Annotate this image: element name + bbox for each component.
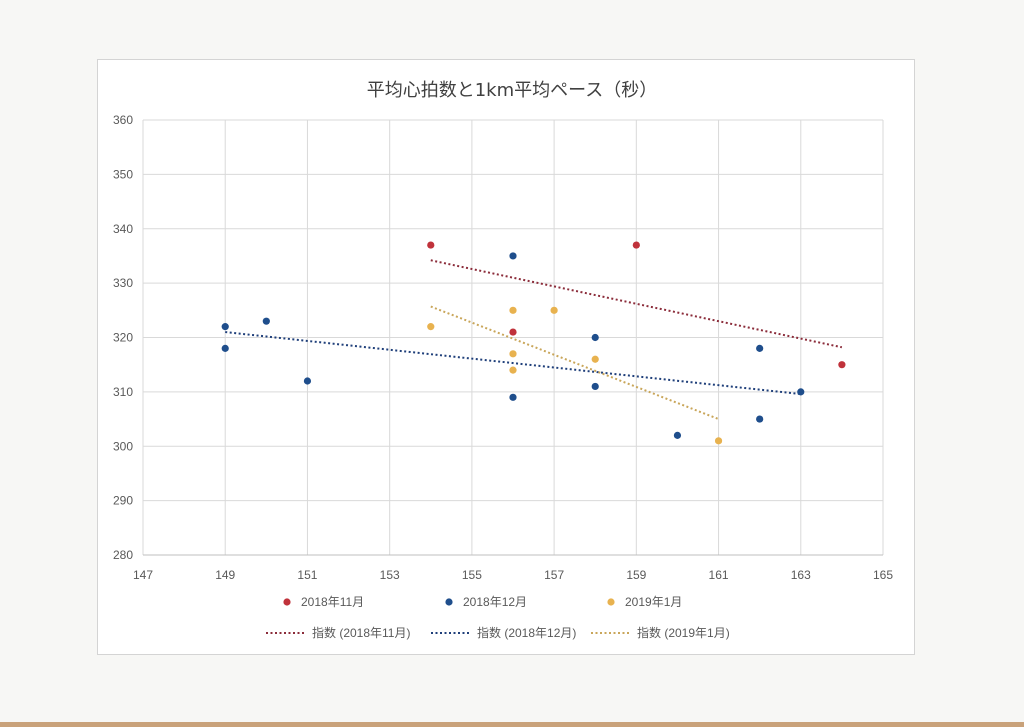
x-tick-label: 153 bbox=[380, 568, 400, 582]
x-tick-label: 149 bbox=[215, 568, 235, 582]
data-point bbox=[591, 382, 599, 391]
x-tick-label: 147 bbox=[133, 568, 153, 582]
data-point bbox=[509, 252, 517, 260]
data-point bbox=[550, 306, 558, 314]
y-tick-label: 310 bbox=[113, 385, 133, 399]
data-point bbox=[509, 350, 517, 358]
data-point bbox=[797, 388, 805, 396]
x-tick-label: 159 bbox=[626, 568, 646, 582]
x-tick-label: 155 bbox=[462, 568, 482, 582]
data-point bbox=[509, 393, 517, 401]
y-tick-label: 300 bbox=[113, 439, 133, 453]
legend-marker bbox=[283, 598, 291, 606]
y-tick-label: 280 bbox=[113, 548, 133, 562]
data-point bbox=[591, 355, 599, 363]
data-point bbox=[838, 361, 846, 369]
data-point bbox=[714, 437, 723, 445]
table-edge bbox=[0, 722, 1024, 727]
x-tick-label: 151 bbox=[297, 568, 317, 582]
legend-label: 指数 (2018年12月) bbox=[477, 625, 576, 640]
y-tick-label: 290 bbox=[113, 494, 133, 508]
y-tick-label: 360 bbox=[113, 113, 133, 127]
legend-label: 指数 (2019年1月) bbox=[637, 625, 730, 640]
trendline bbox=[430, 305, 719, 420]
y-tick-label: 340 bbox=[113, 222, 133, 236]
data-point bbox=[591, 333, 599, 342]
chart-title: 平均心拍数と1km平均ペース（秒） bbox=[366, 80, 658, 101]
data-point bbox=[756, 344, 764, 352]
y-tick-label: 330 bbox=[113, 276, 133, 290]
data-point bbox=[427, 323, 435, 331]
chart-frame bbox=[97, 59, 915, 655]
data-point bbox=[303, 377, 312, 385]
legend-label: 指数 (2018年11月) bbox=[312, 625, 410, 640]
data-point bbox=[427, 241, 435, 249]
legend-marker bbox=[607, 598, 615, 606]
x-tick-label: 157 bbox=[544, 568, 564, 582]
x-tick-label: 161 bbox=[709, 568, 729, 582]
legend-marker bbox=[445, 598, 453, 606]
legend-label: 2019年1月 bbox=[625, 595, 682, 609]
legend-label: 2018年11月 bbox=[301, 595, 364, 609]
data-point bbox=[632, 241, 640, 249]
legend-label: 2018年12月 bbox=[463, 595, 527, 609]
data-point bbox=[673, 431, 682, 439]
y-tick-label: 350 bbox=[113, 167, 133, 181]
y-tick-label: 320 bbox=[113, 331, 133, 345]
data-point bbox=[509, 306, 517, 314]
data-point bbox=[756, 415, 764, 423]
data-point bbox=[221, 323, 229, 331]
data-point bbox=[509, 366, 517, 374]
x-tick-label: 163 bbox=[791, 568, 811, 582]
data-point bbox=[221, 344, 229, 352]
x-tick-label: 165 bbox=[873, 568, 893, 582]
data-point bbox=[262, 317, 270, 325]
data-point bbox=[509, 328, 517, 336]
trendline bbox=[225, 331, 801, 396]
